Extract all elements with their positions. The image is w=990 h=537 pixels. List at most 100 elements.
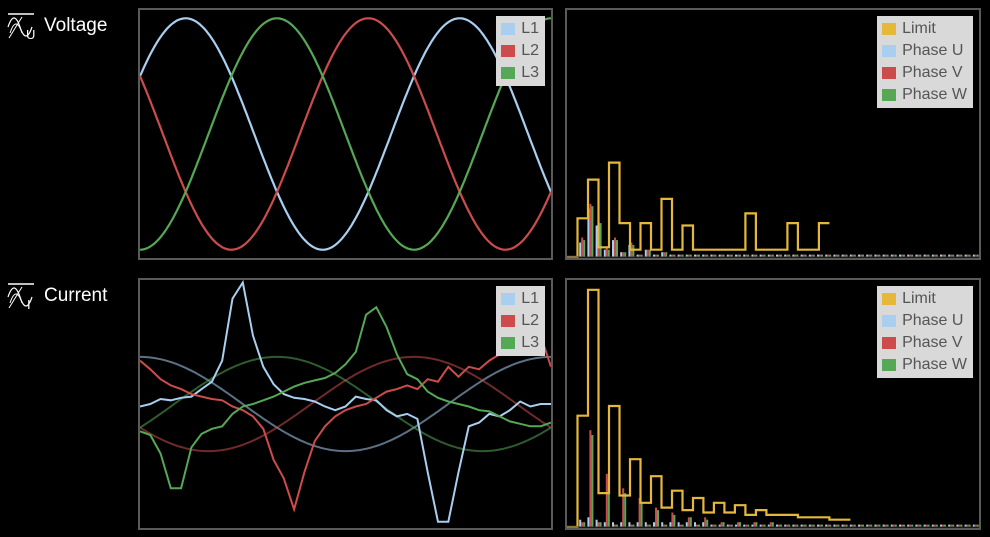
legend-item-l1: L1	[501, 18, 539, 40]
harmonic-bar-phase-w-30	[821, 524, 823, 527]
harmonic-bar-phase-u-41	[907, 254, 910, 257]
harmonic-bar-phase-w-14	[689, 517, 692, 527]
harmonic-bar-phase-w-41	[911, 254, 914, 257]
harmonic-bar-phase-w-29	[812, 524, 815, 527]
harmonic-bar-phase-u-39	[890, 254, 893, 257]
harmonic-bar-phase-w-49	[976, 254, 979, 257]
harmonic-bar-phase-u-49	[972, 524, 975, 527]
harmonic-bar-phase-v-11	[663, 524, 666, 527]
harmonic-bar-phase-v-43	[925, 254, 928, 257]
harmonic-bar-phase-w-14	[689, 254, 692, 257]
harmonic-bar-phase-u-47	[956, 254, 959, 257]
harmonic-bar-phase-w-12	[673, 254, 676, 257]
legend-item-limit: Limit	[882, 18, 967, 40]
harmonic-bar-phase-v-19	[728, 254, 731, 257]
harmonic-bar-phase-u-14	[685, 522, 688, 527]
harmonic-bar-phase-v-12	[671, 254, 674, 257]
harmonic-bar-phase-w-28	[804, 254, 807, 257]
harmonic-bar-phase-w-45	[944, 254, 946, 257]
harmonic-bar-phase-u-41	[907, 524, 910, 527]
harmonic-bar-phase-w-11	[665, 252, 668, 257]
harmonic-bar-phase-w-25	[780, 524, 782, 527]
harmonic-bar-phase-w-40	[903, 524, 905, 527]
harmonic-bar-phase-u-32	[833, 524, 836, 527]
harmonic-bar-phase-w-31	[829, 524, 832, 527]
harmonic-bar-phase-v-23	[761, 254, 764, 257]
harmonic-bar-phase-w-27	[796, 524, 799, 527]
harmonic-bar-phase-u-1	[579, 242, 582, 257]
harmonic-bar-phase-u-13	[677, 254, 680, 257]
harmonic-bar-phase-v-31	[827, 254, 830, 257]
harmonic-bar-phase-v-35	[860, 254, 862, 257]
harmonic-bar-phase-v-49	[974, 254, 977, 257]
harmonic-bar-phase-v-18	[720, 522, 723, 527]
harmonic-bar-phase-w-9	[648, 524, 651, 527]
harmonic-bar-phase-w-22	[755, 254, 758, 257]
legend-item-phase-v: Phase V	[882, 332, 967, 354]
harmonic-bar-phase-u-25	[776, 254, 778, 257]
current-harmonics-chart	[567, 288, 979, 528]
voltage-harmonics-legend: Limit Phase U Phase V Phase W	[877, 16, 973, 108]
harmonic-bar-phase-v-8	[638, 498, 641, 527]
harmonic-bar-phase-v-20	[737, 254, 739, 257]
harmonic-bar-phase-w-36	[870, 254, 873, 257]
harmonic-bar-phase-u-19	[726, 524, 729, 527]
harmonic-bar-phase-w-42	[919, 524, 922, 527]
harmonic-bar-phase-u-15	[694, 522, 696, 527]
series-line-l2	[140, 17, 551, 251]
harmonic-bar-phase-u-1	[579, 519, 582, 527]
harmonic-bar-phase-w-1	[583, 240, 586, 257]
harmonic-bar-phase-v-17	[712, 254, 715, 257]
harmonic-bar-phase-v-15	[696, 524, 698, 527]
harmonic-bar-phase-u-45	[940, 254, 942, 257]
harmonic-bar-phase-u-45	[940, 524, 942, 527]
harmonic-bar-phase-u-46	[948, 254, 951, 257]
harmonic-bar-phase-u-8	[636, 254, 639, 257]
harmonic-bar-phase-w-20	[739, 522, 741, 527]
harmonic-bar-phase-v-14	[687, 254, 690, 257]
harmonic-bar-phase-w-12	[673, 514, 676, 527]
harmonic-bar-phase-v-18	[720, 254, 723, 257]
harmonic-bar-phase-v-37	[876, 524, 879, 527]
harmonic-bar-phase-u-21	[743, 524, 746, 527]
harmonic-bar-phase-u-38	[882, 254, 885, 257]
harmonic-bar-phase-w-3	[599, 522, 602, 527]
harmonic-bar-phase-w-6	[624, 252, 627, 257]
harmonic-bar-phase-w-15	[698, 524, 700, 527]
harmonic-bar-phase-v-28	[802, 254, 805, 257]
harmonic-bar-phase-w-7	[632, 244, 635, 257]
harmonic-bar-phase-v-10	[655, 507, 657, 527]
harmonic-bar-phase-u-40	[899, 254, 901, 257]
harmonic-bar-phase-w-16	[706, 254, 709, 257]
harmonic-bar-phase-v-40	[901, 524, 903, 527]
harmonic-bar-phase-u-9	[644, 249, 647, 257]
harmonic-bar-phase-v-5	[614, 237, 616, 257]
harmonic-bar-phase-w-37	[878, 254, 881, 257]
harmonic-bar-phase-u-18	[718, 254, 721, 257]
harmonic-bar-phase-v-32	[835, 524, 838, 527]
harmonic-bar-phase-v-27	[794, 524, 797, 527]
harmonic-bar-phase-w-23	[763, 524, 766, 527]
current-waveform-chart	[140, 280, 551, 523]
harmonic-bar-phase-w-4	[607, 478, 610, 527]
harmonic-bar-phase-v-24	[769, 522, 772, 527]
harmonic-bar-phase-v-34	[851, 524, 854, 527]
limit-step-line	[567, 288, 851, 528]
harmonic-bar-phase-w-41	[911, 524, 914, 527]
harmonic-bar-phase-u-22	[751, 524, 754, 527]
harmonic-bar-phase-w-10	[657, 510, 659, 527]
harmonic-bar-phase-u-10	[653, 522, 655, 527]
harmonic-bar-phase-u-35	[858, 254, 860, 257]
harmonic-bar-phase-w-40	[903, 254, 905, 257]
voltage-waveform-panel: L1 L2 L3	[138, 8, 553, 260]
harmonic-bar-phase-w-49	[976, 524, 979, 527]
voltage-label: Voltage	[44, 15, 108, 36]
harmonic-bar-phase-u-48	[964, 254, 967, 257]
harmonic-bar-phase-u-25	[776, 524, 778, 527]
harmonic-bar-phase-v-12	[671, 512, 674, 527]
harmonic-bar-phase-u-40	[899, 524, 901, 527]
harmonic-bar-phase-w-1	[583, 522, 586, 527]
harmonic-bar-phase-u-37	[874, 524, 877, 527]
current-waveform-legend: L1 L2 L3	[496, 286, 545, 356]
harmonic-bar-phase-u-12	[669, 522, 672, 527]
